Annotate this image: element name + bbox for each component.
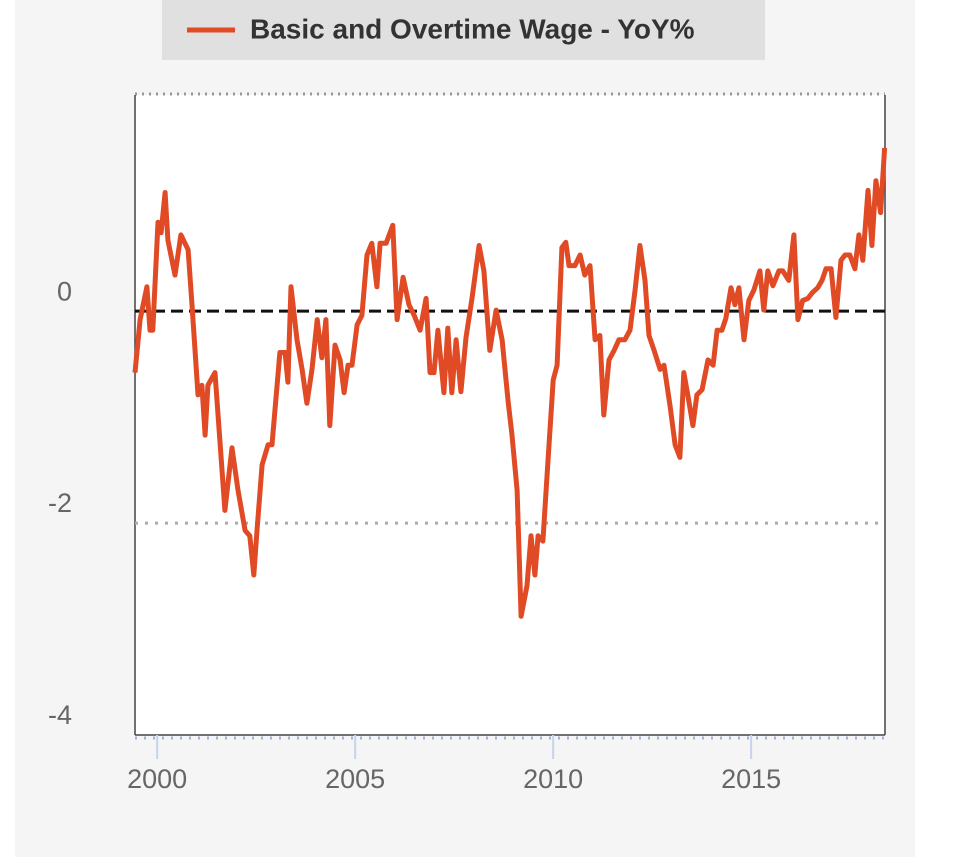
y-tick-label: 0 bbox=[57, 276, 72, 306]
legend-text: Basic and Overtime Wage - YoY% bbox=[250, 13, 695, 44]
x-tick-label: 2015 bbox=[721, 764, 781, 794]
x-tick-label: 2005 bbox=[325, 764, 385, 794]
y-tick-label: -4 bbox=[48, 700, 72, 730]
x-tick-label: 2010 bbox=[523, 764, 583, 794]
y-tick-label: -2 bbox=[48, 488, 72, 518]
series-line bbox=[132, 147, 888, 619]
legend-box bbox=[162, 0, 765, 60]
x-tick-label: 2000 bbox=[127, 764, 187, 794]
